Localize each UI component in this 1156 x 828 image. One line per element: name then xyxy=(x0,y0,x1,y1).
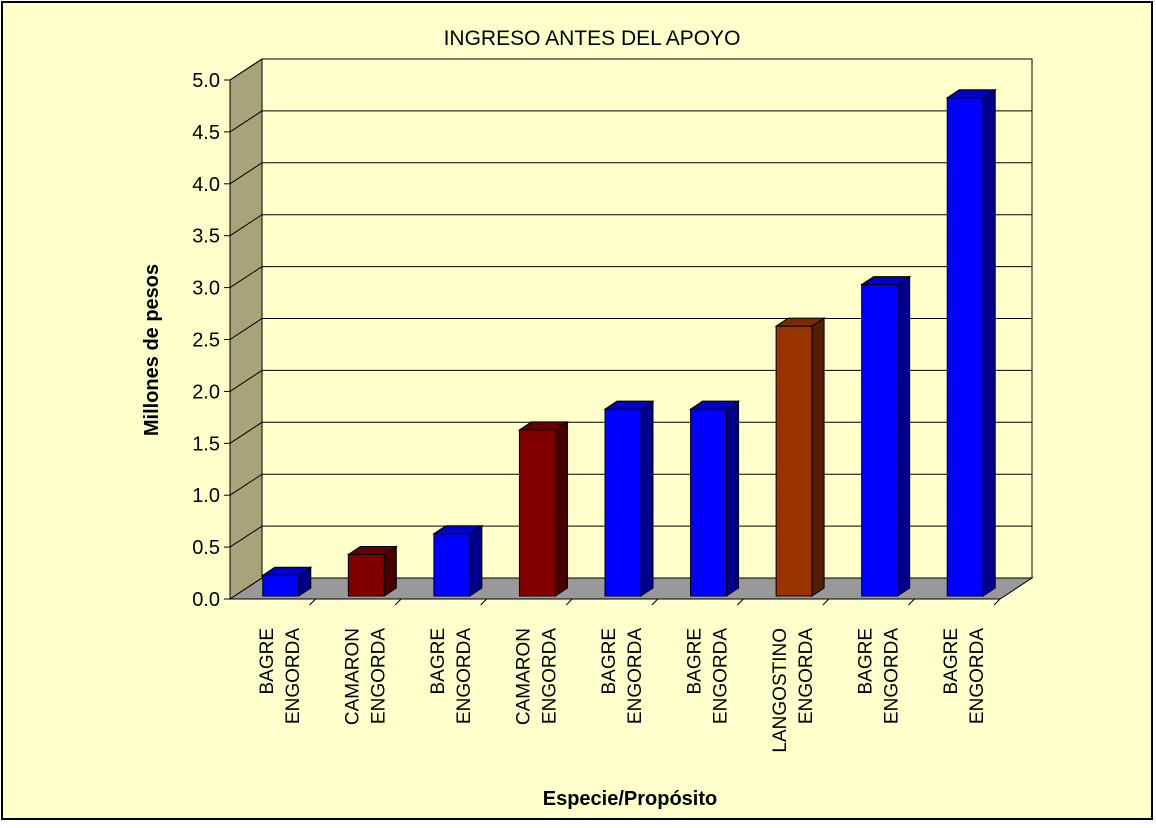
bar xyxy=(261,566,313,597)
x-tick-label: ENGORDA xyxy=(711,628,732,724)
x-tick xyxy=(565,598,573,606)
bar-side xyxy=(554,420,568,597)
bar xyxy=(774,317,826,597)
x-tick xyxy=(309,598,316,606)
bar-top xyxy=(860,276,912,286)
x-tick-label: BAGRE xyxy=(257,628,278,695)
bar-side xyxy=(811,317,825,597)
bar-front xyxy=(262,574,300,597)
y-tick-label: 1.0 xyxy=(192,485,220,507)
x-tick xyxy=(993,598,1001,606)
bar-front xyxy=(604,408,642,597)
bar-side xyxy=(640,400,654,597)
bar xyxy=(346,545,398,597)
bar xyxy=(688,400,741,597)
x-tick xyxy=(736,598,744,606)
x-tick-label: ENGORDA xyxy=(796,628,817,724)
bar-front xyxy=(690,408,728,597)
bar xyxy=(603,400,655,597)
y-tick-label: 0.0 xyxy=(192,589,220,611)
grid-line xyxy=(229,369,1032,392)
x-tick xyxy=(394,598,402,606)
bar-top xyxy=(346,545,398,555)
x-tick-label: ENGORDA xyxy=(882,628,903,724)
bar-front xyxy=(347,553,385,597)
x-tick-label: BAGRE xyxy=(685,628,706,695)
x-tick xyxy=(908,598,915,606)
bar xyxy=(517,420,570,597)
bar-side xyxy=(469,524,483,597)
y-tick-label: 4.0 xyxy=(192,174,220,196)
x-tick-label: ENGORDA xyxy=(539,628,560,724)
y-axis-label: Millones de pesos xyxy=(141,264,163,436)
y-tick-label: 3.5 xyxy=(192,226,220,248)
y-tick-label: 3.0 xyxy=(192,278,220,300)
grid-line xyxy=(229,162,1032,185)
grid-line xyxy=(229,473,1032,496)
x-tick xyxy=(651,598,659,606)
y-tick-label: 4.5 xyxy=(192,122,220,144)
y-tick-label: 2.0 xyxy=(192,381,220,403)
grid-line xyxy=(229,214,1032,237)
x-tick-label: ENGORDA xyxy=(368,628,389,724)
bar-side xyxy=(383,545,397,597)
x-tick xyxy=(480,598,488,606)
grid-line xyxy=(229,266,1032,289)
x-axis-label: Especie/Propósito xyxy=(543,788,718,810)
bar-front xyxy=(946,97,984,597)
y-tick-label: 2.5 xyxy=(192,330,220,352)
bar-top xyxy=(688,400,741,410)
bar-top xyxy=(603,400,655,410)
x-tick-label: LANGOSTINO xyxy=(770,628,791,753)
x-tick-label: ENGORDA xyxy=(283,628,304,724)
y-tick-label: 1.5 xyxy=(192,433,220,455)
bar-front xyxy=(775,325,813,597)
grid-line xyxy=(229,318,1032,340)
x-tick-label: ENGORDA xyxy=(967,628,988,724)
bar xyxy=(432,524,484,597)
x-tick xyxy=(822,598,830,606)
bar-side xyxy=(897,275,911,597)
bar-side xyxy=(982,88,996,597)
x-tick-label: BAGRE xyxy=(599,628,620,695)
bar-top xyxy=(261,566,313,576)
bar-top xyxy=(432,525,484,535)
x-tick-label: BAGRE xyxy=(428,628,449,695)
x-tick-label: BAGRE xyxy=(856,628,877,695)
x-tick-label: ENGORDA xyxy=(454,628,475,724)
grid-line xyxy=(229,58,1032,81)
bar-front xyxy=(433,533,471,597)
bar xyxy=(945,88,997,597)
bar-top xyxy=(774,317,826,327)
grid-line xyxy=(229,525,1032,548)
bar-front xyxy=(861,284,899,597)
y-tick-label: 5.0 xyxy=(192,70,220,92)
grid-line xyxy=(229,110,1032,133)
chart-title: INGRESO ANTES DEL APOYO xyxy=(444,27,741,50)
bar xyxy=(860,275,912,597)
bar-top xyxy=(945,89,997,99)
x-tick-label: ENGORDA xyxy=(625,628,646,724)
x-tick-label: CAMARON xyxy=(513,628,534,725)
bar-top xyxy=(517,421,570,431)
grid-line xyxy=(229,421,1032,444)
x-tick-label: BAGRE xyxy=(941,628,962,695)
x-tick-label: CAMARON xyxy=(342,628,363,725)
y-tick-label: 0.5 xyxy=(192,537,220,559)
bar-front xyxy=(518,429,556,597)
bar-side xyxy=(726,400,740,597)
